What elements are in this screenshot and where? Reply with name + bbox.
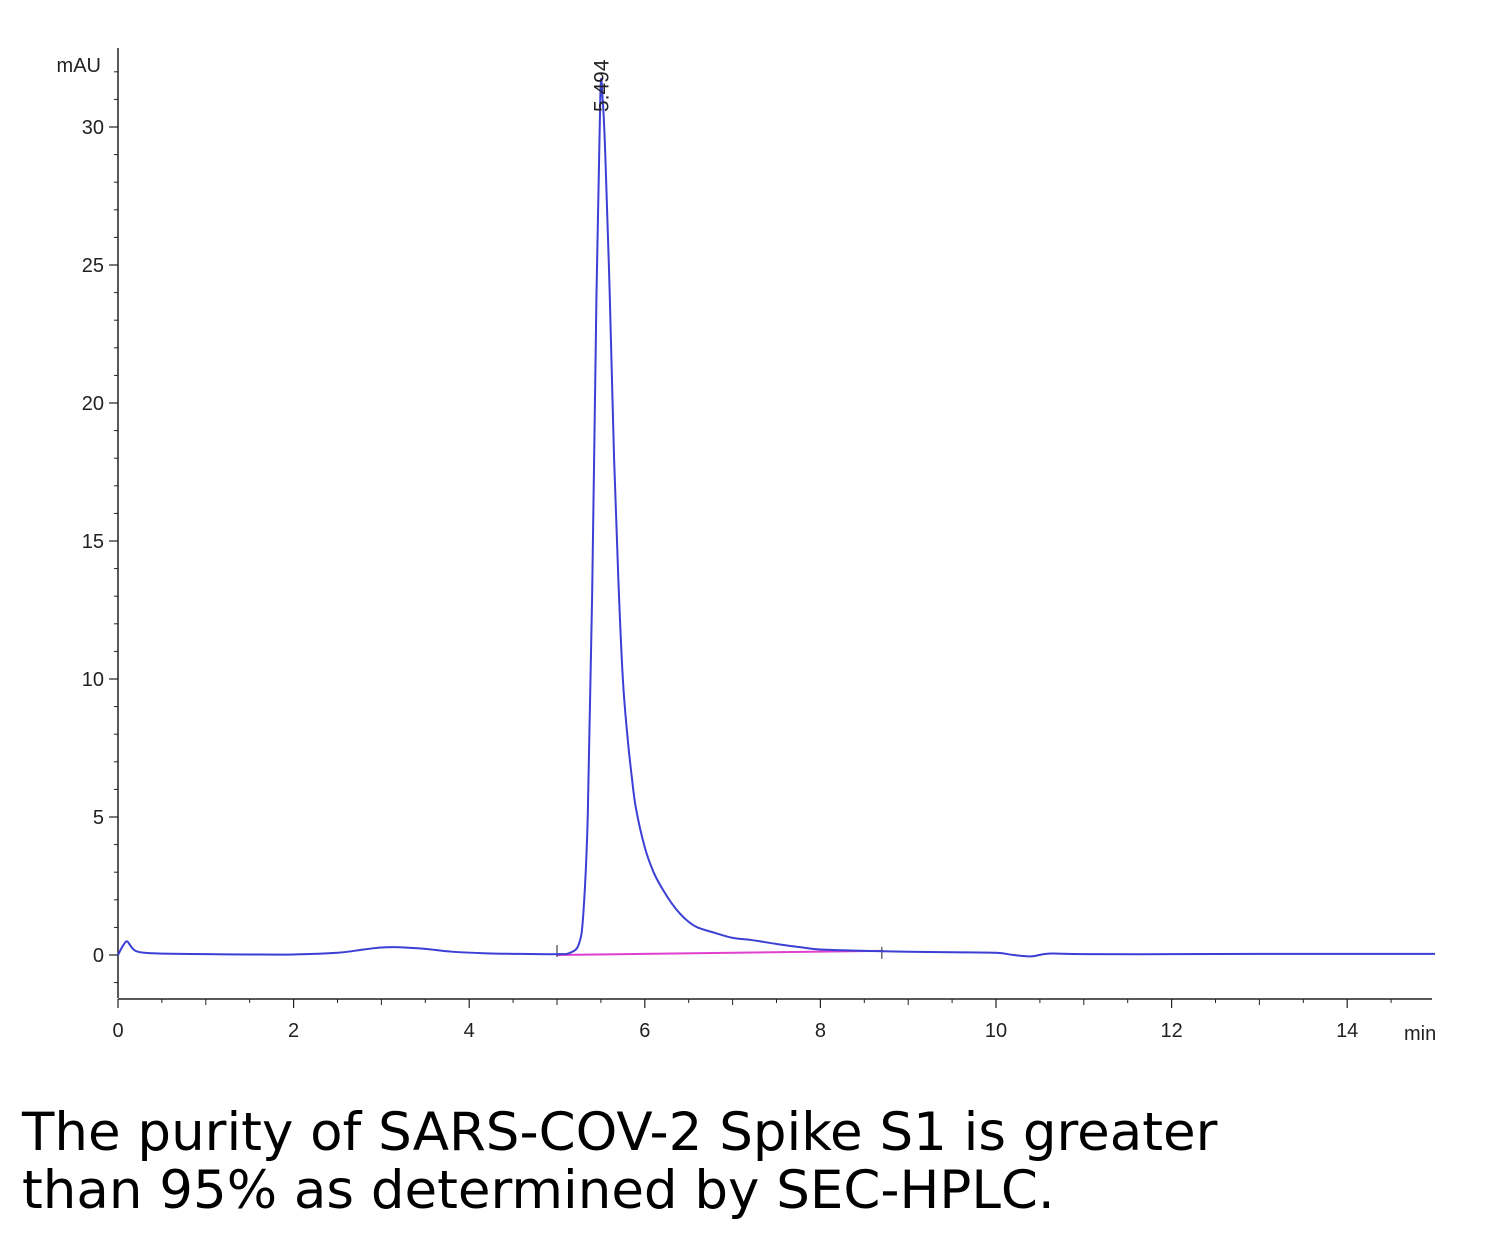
figure-caption: The purity of SARS-COV-2 Spike S1 is gre… bbox=[22, 1104, 1462, 1220]
y-tick-label: 0 bbox=[93, 945, 104, 967]
x-tick-label: 2 bbox=[288, 1020, 299, 1042]
x-tick-label: 0 bbox=[112, 1020, 123, 1042]
y-axis: 0 5 10 15 20 25 30 bbox=[82, 48, 119, 998]
y-tick-label: 20 bbox=[82, 393, 104, 415]
caption-line-1: The purity of SARS-COV-2 Spike S1 is gre… bbox=[22, 1102, 1218, 1163]
y-tick-label: 25 bbox=[82, 255, 104, 277]
integration-baseline bbox=[556, 949, 882, 956]
x-tick-label: 12 bbox=[1160, 1020, 1182, 1042]
y-tick-label: 15 bbox=[82, 531, 104, 553]
x-tick-label: 8 bbox=[815, 1020, 826, 1042]
y-tick-label: 10 bbox=[82, 669, 104, 691]
chromatogram-chart: 0 5 10 15 20 25 30 0 2 4 6 8 10 12 14 mAU min 5.494 bbox=[57, 48, 1436, 1045]
y-axis-unit: mAU bbox=[57, 55, 101, 77]
y-tick-label: 30 bbox=[82, 117, 104, 139]
peak-annotation-layer: 5.494 bbox=[590, 59, 613, 112]
x-tick-label: 14 bbox=[1336, 1020, 1358, 1042]
peak-retention-label: 5.494 bbox=[590, 59, 613, 112]
integration-baseline-layer bbox=[556, 945, 883, 959]
chromatogram-trace bbox=[117, 77, 1435, 958]
x-tick-label: 4 bbox=[464, 1020, 475, 1042]
chart-svg: 0 5 10 15 20 25 30 0 2 4 6 8 10 12 14 mAU min 5.494 bbox=[57, 48, 1436, 1045]
x-axis-unit: min bbox=[1404, 1023, 1436, 1045]
series-layer bbox=[117, 77, 1435, 958]
x-tick-label: 6 bbox=[639, 1020, 650, 1042]
caption-line-2: than 95% as determined by SEC-HPLC. bbox=[22, 1160, 1055, 1221]
x-tick-label: 10 bbox=[985, 1020, 1007, 1042]
y-tick-label: 5 bbox=[93, 807, 104, 829]
x-axis: 0 2 4 6 8 10 12 14 bbox=[112, 998, 1432, 1042]
